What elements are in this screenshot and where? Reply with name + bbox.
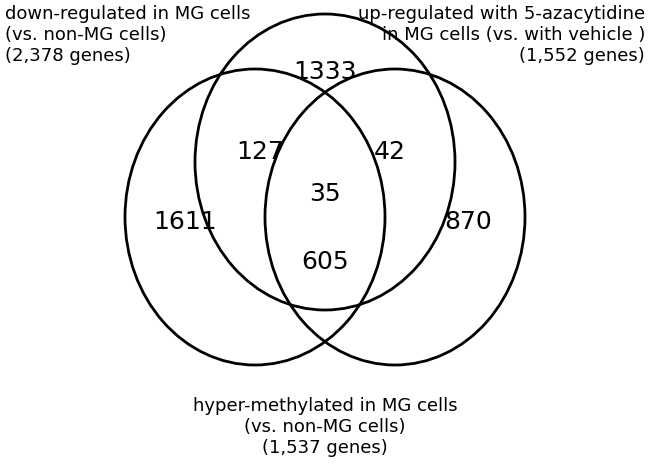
Text: 35: 35: [309, 182, 341, 206]
Text: 1333: 1333: [293, 60, 357, 84]
Text: 42: 42: [374, 140, 406, 164]
Text: down-regulated in MG cells
(vs. non-MG cells)
(2,378 genes): down-regulated in MG cells (vs. non-MG c…: [5, 5, 250, 65]
Text: up-regulated with 5-azacytidine
in MG cells (vs. with vehicle )
(1,552 genes): up-regulated with 5-azacytidine in MG ce…: [358, 5, 645, 65]
Text: 1611: 1611: [153, 210, 217, 234]
Text: 605: 605: [301, 250, 349, 274]
Text: 870: 870: [444, 210, 492, 234]
Text: hyper-methylated in MG cells
(vs. non-MG cells)
(1,537 genes): hyper-methylated in MG cells (vs. non-MG…: [192, 397, 458, 457]
Text: 127: 127: [236, 140, 284, 164]
